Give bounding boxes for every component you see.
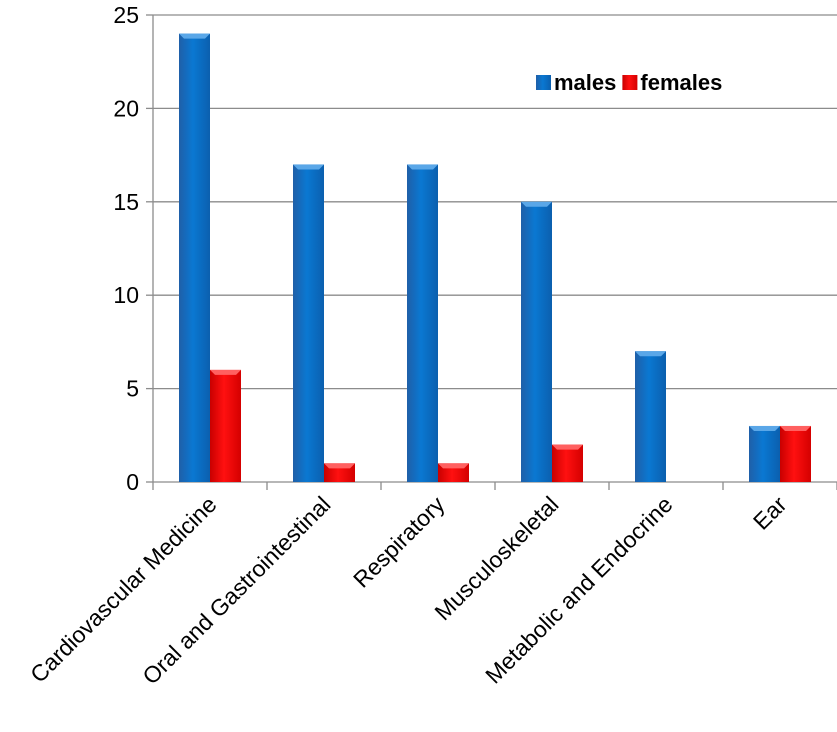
legend: males females <box>536 70 722 95</box>
bar-females <box>438 463 469 482</box>
bar-males <box>293 164 324 482</box>
y-tick-label: 15 <box>113 189 139 215</box>
bar-bevel <box>635 351 666 357</box>
legend-item-males: males <box>536 70 616 95</box>
bar-females <box>552 444 583 482</box>
bar-bevel <box>780 425 811 431</box>
legend-label: females <box>640 70 722 95</box>
bar-body <box>635 351 666 482</box>
bar-bevel <box>749 425 780 431</box>
y-tick-label: 10 <box>113 282 139 308</box>
bar-bevel <box>552 444 583 450</box>
bar-bevel <box>521 201 552 207</box>
bar-males <box>749 425 780 482</box>
bar-bevel <box>324 463 355 469</box>
x-category-label: Oral and Gastrointestinal <box>137 491 335 689</box>
bar-body <box>749 425 780 482</box>
gridlines <box>153 14 837 390</box>
y-tick-label: 20 <box>113 95 139 121</box>
x-category-label: Respiratory <box>348 491 450 593</box>
bar-body <box>179 33 210 483</box>
bar-bevel <box>407 164 438 170</box>
bar-bevel <box>293 164 324 170</box>
bar-bevel <box>210 369 241 375</box>
bar-body <box>780 425 811 482</box>
bar-body <box>521 201 552 483</box>
bar-females <box>324 463 355 482</box>
bar-body <box>407 164 438 482</box>
bar-males <box>407 164 438 482</box>
bars <box>179 33 811 483</box>
y-tick-label: 25 <box>113 2 139 28</box>
bar-males <box>521 201 552 483</box>
y-tick-label: 0 <box>126 469 139 495</box>
bar-females <box>780 425 811 482</box>
x-category-label: Metabolic and Endocrine <box>480 491 677 688</box>
legend-item-females: females <box>622 70 722 95</box>
bar-bevel <box>179 33 210 39</box>
bar-bevel <box>438 463 469 469</box>
legend-swatch <box>536 75 551 90</box>
bar-body <box>552 444 583 482</box>
x-category-label: Musculoskeletal <box>429 491 563 625</box>
bar-body <box>210 369 241 482</box>
x-category-label: Ear <box>748 491 792 535</box>
x-category-label: Cardiovascular Medicine <box>25 491 221 687</box>
bar-males <box>179 33 210 483</box>
bar-body <box>293 164 324 482</box>
y-tick-label: 5 <box>126 376 139 402</box>
legend-label: males <box>554 70 616 95</box>
axes <box>146 14 837 490</box>
legend-swatch <box>622 75 638 90</box>
bar-females <box>210 369 241 482</box>
bar-males <box>635 351 666 482</box>
